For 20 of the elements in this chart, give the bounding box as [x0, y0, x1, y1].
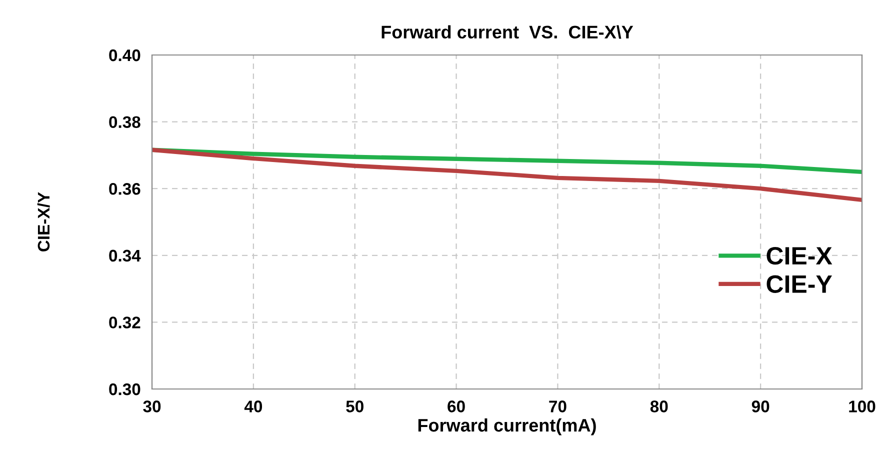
- chart-title: Forward current VS. CIE-X\Y: [382, 25, 634, 39]
- x-tick-label: 100: [849, 400, 876, 412]
- y-tick-label: 0.34: [109, 250, 141, 262]
- line-series: [152, 148, 862, 202]
- x-tick-label: 70: [549, 400, 566, 412]
- x-tick-label: 40: [244, 400, 262, 412]
- y-tick-label: 0.32: [109, 316, 140, 328]
- legend-label: CIE-Y: [766, 275, 832, 293]
- x-tick-label: 60: [448, 400, 465, 412]
- y-axis-title: CIE-X/Y: [37, 192, 50, 252]
- x-tick-label: 50: [346, 400, 364, 412]
- x-tick-label: 90: [752, 400, 770, 412]
- legend-label: CIE-X: [766, 246, 832, 265]
- y-tick-label: 0.38: [109, 116, 140, 128]
- x-tick-label: 80: [650, 400, 668, 412]
- y-tick-label: 0.30: [109, 383, 140, 396]
- y-tick-label: 0.36: [109, 183, 140, 195]
- x-tick-label: 30: [143, 400, 161, 412]
- y-tick-label: 0.40: [109, 49, 140, 62]
- x-axis-title: Forward current(mA): [418, 418, 596, 436]
